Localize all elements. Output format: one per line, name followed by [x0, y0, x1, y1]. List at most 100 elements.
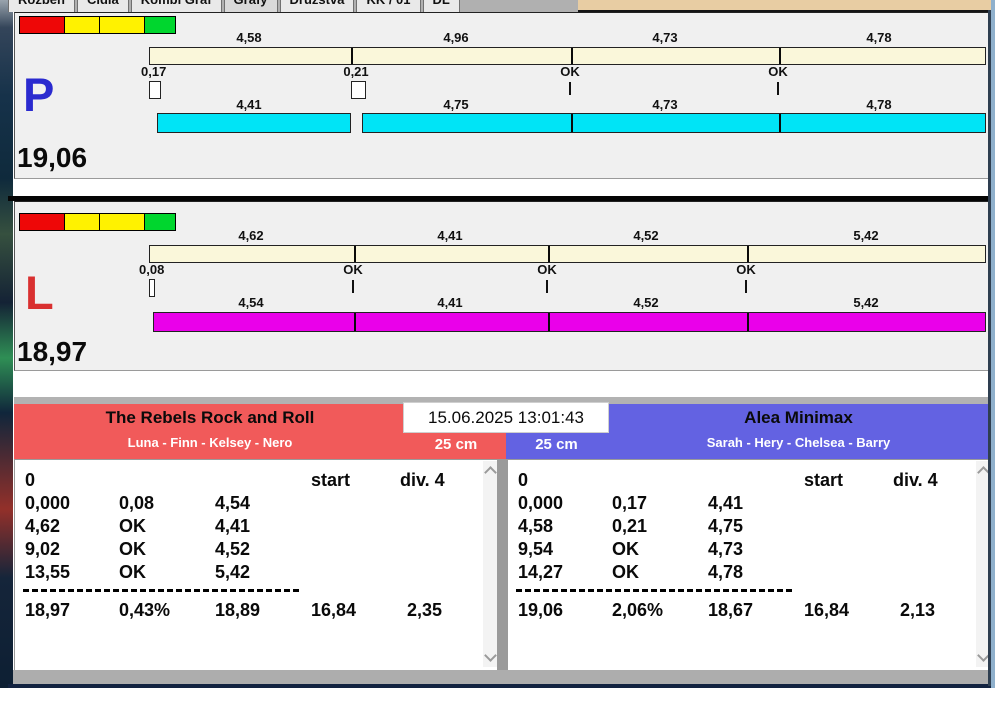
table-cell: 5,42 [215, 562, 251, 582]
table-scrollbar[interactable] [483, 461, 497, 667]
tab-kk-01[interactable]: KK / 01 [356, 0, 421, 12]
change-gap-marker [149, 279, 155, 297]
bar-tick [571, 48, 573, 64]
total-cell: 0,43% [119, 600, 171, 620]
section-separator [14, 397, 990, 404]
window-top-border [578, 10, 995, 12]
change-tick-marker [745, 280, 747, 293]
dog-time-label: 4,52 [633, 295, 659, 310]
dog-time-label: 4,78 [866, 97, 892, 112]
run-bar-segment [157, 113, 351, 133]
table-cell: 4,54 [215, 493, 251, 513]
table-scrollbar[interactable] [976, 461, 990, 667]
status-block-yellow [99, 16, 145, 34]
tab-bar: Rozbeh Cidla Kombi Graf Grafy Družstvá K… [8, 0, 578, 12]
dog-time-label: 4,54 [238, 295, 264, 310]
team-distance: 25 cm [434, 436, 478, 453]
window-bottom-border [8, 684, 993, 688]
status-block-yellow [64, 213, 100, 231]
table-cell: 4,52 [215, 539, 251, 559]
split-time-label: 4,73 [652, 30, 678, 45]
split-bar-top [149, 245, 986, 263]
table-cell: 4,78 [708, 562, 744, 582]
change-tick-marker [777, 82, 779, 95]
status-block-green [144, 213, 176, 231]
dog-time-label: 4,41 [437, 295, 463, 310]
split-time-label: 4,96 [443, 30, 469, 45]
lane-total-time: 19,06 [17, 142, 88, 173]
timestamp: 15.06.2025 13:01:43 [403, 402, 609, 433]
table-cell: OK [119, 539, 146, 559]
lane-status-blocks [19, 16, 176, 34]
team-name: The Rebels Rock and Roll [105, 408, 315, 427]
lane-total-time: 18,97 [17, 336, 88, 367]
table-cell: 4,62 [25, 516, 61, 536]
table-cell: 0,17 [612, 493, 648, 513]
change-mark-label: OK [560, 64, 580, 79]
change-mark-label: 0,08 [139, 262, 165, 277]
table-header-cell: div. 4 [893, 470, 938, 490]
change-mark-label: OK [768, 64, 788, 79]
split-time-label: 4,78 [866, 30, 892, 45]
dog-time-label: 4,41 [236, 97, 262, 112]
scroll-down-icon[interactable] [484, 649, 497, 662]
team-members: Sarah - Hery - Chelsea - Barry [706, 435, 891, 450]
tab-druzstva[interactable]: Družstvá [279, 0, 355, 12]
table-cell: OK [119, 516, 146, 536]
tab-rozbeh[interactable]: Rozbeh [8, 0, 75, 12]
tab-label: Družstvá [290, 0, 345, 7]
total-cell: 16,84 [311, 600, 357, 620]
tab-cidla[interactable]: Cidla [76, 0, 129, 12]
change-tick-marker [352, 280, 354, 293]
table-header-cell: 0 [518, 470, 529, 490]
window-right-edge [991, 0, 995, 688]
bar-tick [747, 246, 749, 262]
results-table-left: 0 start div. 4 0,000 0,08 4,54 4,62 OK 4… [14, 459, 499, 671]
totals-separator [516, 589, 792, 592]
bar-tick [351, 48, 353, 64]
tab-label: Grafy [234, 0, 268, 7]
split-time-label: 4,41 [437, 228, 463, 243]
bar-tick [779, 48, 781, 64]
table-cell: 14,27 [518, 562, 564, 582]
panel-right-lane: 4,58 4,96 4,73 4,78 0,17 0,21 OK OK 4,41… [14, 12, 989, 179]
total-cell: 2,35 [407, 600, 443, 620]
scroll-up-icon[interactable] [484, 466, 497, 479]
panel-divider [8, 196, 995, 201]
split-time-label: 4,58 [236, 30, 262, 45]
tab-grafy[interactable]: Grafy [223, 0, 278, 12]
tab-label: Cidla [87, 0, 119, 7]
total-cell: 18,67 [708, 600, 754, 620]
table-cell: 0,000 [25, 493, 71, 513]
table-cell: 4,75 [708, 516, 744, 536]
change-tick-marker [569, 82, 571, 95]
bar-tick [747, 313, 749, 331]
run-bar-segment [153, 312, 986, 332]
tab-kombi-graf[interactable]: Kombi Graf [130, 0, 222, 12]
dog-time-label: 4,73 [652, 97, 678, 112]
table-header-cell: div. 4 [400, 470, 445, 490]
change-mark-label: OK [343, 262, 363, 277]
lane-status-blocks [19, 213, 176, 231]
table-cell: 0,08 [119, 493, 155, 513]
split-time-label: 5,42 [853, 228, 879, 243]
bar-tick [354, 246, 356, 262]
total-cell: 18,89 [215, 600, 261, 620]
bar-tick [354, 313, 356, 331]
tab-dl[interactable]: DL [422, 0, 460, 12]
table-header-cell: start [311, 470, 351, 490]
status-block-red [19, 213, 65, 231]
change-mark-label: OK [537, 262, 557, 277]
table-cell: OK [612, 539, 639, 559]
split-bar-top [149, 47, 986, 65]
total-cell: 16,84 [804, 600, 850, 620]
dog-time-label: 5,42 [853, 295, 879, 310]
change-gap-marker [351, 81, 366, 99]
bar-tick [571, 114, 573, 132]
split-time-label: 4,62 [238, 228, 264, 243]
table-cell: 4,41 [215, 516, 251, 536]
change-mark-label: 0,17 [141, 64, 167, 79]
tab-label: Kombi Graf [141, 0, 212, 7]
totals-separator [23, 589, 299, 592]
tab-label: Rozbeh [18, 0, 65, 7]
